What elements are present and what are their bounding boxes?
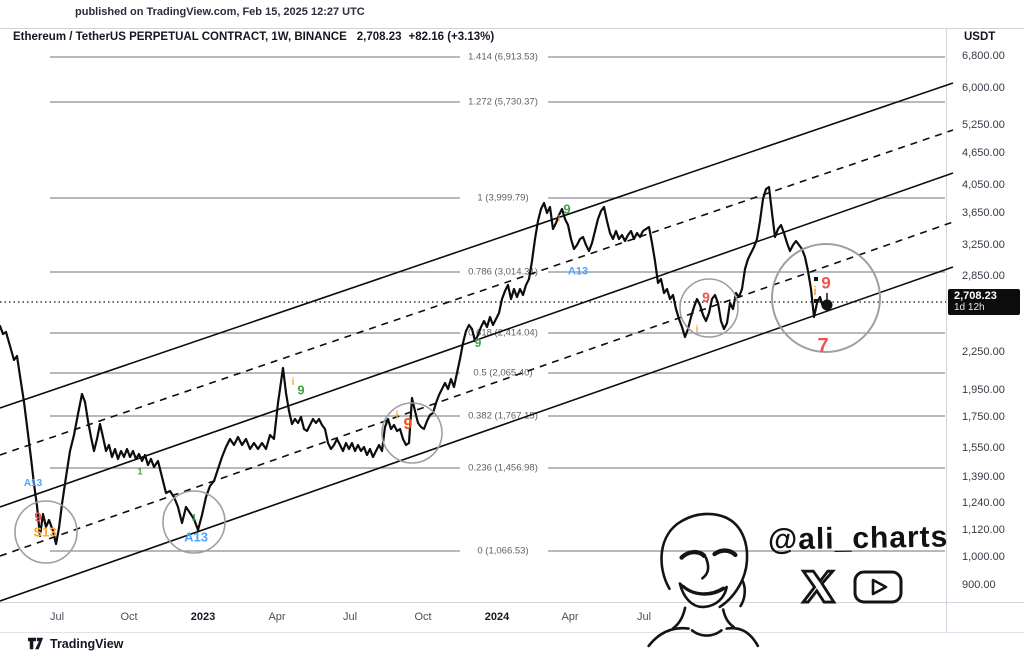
last-price: 2,708.23 <box>356 31 402 43</box>
published-caption: published on TradingView.com, Feb 15, 20… <box>75 6 365 18</box>
y-axis-tick: 2,850.00 <box>962 270 1005 282</box>
count-dot-marker <box>814 299 818 303</box>
x-axis-tick: Apr <box>268 611 286 623</box>
highlight-circle <box>162 490 226 554</box>
x-twitter-icon <box>800 569 837 604</box>
fib-level-label: 0.382 (1,767.15) <box>463 410 543 422</box>
x-axis-tick: Jul <box>636 611 652 623</box>
highlight-circle <box>679 278 739 338</box>
time-axis-divider <box>0 602 1024 603</box>
x-axis-tick: Jul <box>342 611 358 623</box>
x-axis-tick: Apr <box>561 611 579 623</box>
y-axis-tick: 1,240.00 <box>962 497 1005 509</box>
x-axis-tick: Oct <box>120 611 138 623</box>
price-line <box>0 185 828 546</box>
x-axis-tick: Oct <box>414 611 432 623</box>
bar-countdown: 1d 12h <box>954 302 985 313</box>
watermark: @ali_charts <box>640 488 1024 660</box>
fib-level-label: 0 (1,066.53) <box>472 545 534 557</box>
y-axis-tick: 6,800.00 <box>962 50 1005 62</box>
badge-price: 2,708.23 <box>954 290 997 302</box>
footer-divider <box>0 632 1024 633</box>
x-axis-tick: 2024 <box>484 611 510 623</box>
price-change: +82.16 (+3.13%) <box>408 31 495 43</box>
y-axis-tick: 4,050.00 <box>962 179 1005 191</box>
y-axis-tick: 2,250.00 <box>962 346 1005 358</box>
channel-midline-dashed <box>0 129 954 456</box>
x-axis-tick: Jul <box>49 611 65 623</box>
count-dot-marker <box>814 277 818 281</box>
y-axis-tick: 6,000.00 <box>962 82 1005 94</box>
fib-level-label: 1.414 (6,913.53) <box>463 51 543 63</box>
author-handle: @ali_charts <box>767 520 949 557</box>
youtube-icon <box>853 570 903 604</box>
channel-line <box>0 266 954 602</box>
y-axis-tick: 1,950.00 <box>962 384 1005 396</box>
channel-line <box>0 82 954 409</box>
header-divider <box>0 28 1024 29</box>
y-axis-tick: 1,750.00 <box>962 411 1005 423</box>
currency-label: USDT <box>964 31 996 43</box>
highlight-circle <box>381 402 443 464</box>
fib-level-label: 1 (3,999.79) <box>472 192 534 204</box>
tradingview-logo: TradingView <box>28 636 123 651</box>
highlight-circle <box>14 500 78 564</box>
x-axis-tick: 2023 <box>190 611 216 623</box>
y-axis-tick: 1,390.00 <box>962 471 1005 483</box>
y-axis-tick: 3,650.00 <box>962 207 1005 219</box>
highlight-circle <box>771 243 881 353</box>
y-axis-tick: 5,250.00 <box>962 119 1005 131</box>
fib-level-label: 0.236 (1,456.98) <box>463 462 543 474</box>
fib-level-label: 1.272 (5,730.37) <box>463 96 543 108</box>
face-sketch <box>647 512 760 648</box>
fib-level-label: 0.618 (2,414.04) <box>463 327 543 339</box>
fib-level-label: 0.786 (3,014.31) <box>463 266 543 278</box>
y-axis-tick: 3,250.00 <box>962 239 1005 251</box>
y-axis-tick: 900.00 <box>962 579 996 591</box>
fib-level-label: 0.5 (2,065.40) <box>468 367 538 379</box>
y-axis-tick: 1,120.00 <box>962 524 1005 536</box>
current-price-badge: 2,708.23 1d 12h <box>948 289 1020 315</box>
price-axis-divider <box>946 28 947 632</box>
tradingview-mark-icon <box>28 637 44 650</box>
symbol-title: Ethereum / TetherUS PERPETUAL CONTRACT, … <box>13 31 347 43</box>
y-axis-tick: 4,650.00 <box>962 147 1005 159</box>
y-axis-tick: 1,550.00 <box>962 442 1005 454</box>
symbol-header: Ethereum / TetherUS PERPETUAL CONTRACT, … <box>13 31 494 43</box>
last-price-dot <box>821 299 833 311</box>
y-axis-tick: 1,000.00 <box>962 551 1005 563</box>
tradingview-logo-text: TradingView <box>50 636 124 651</box>
